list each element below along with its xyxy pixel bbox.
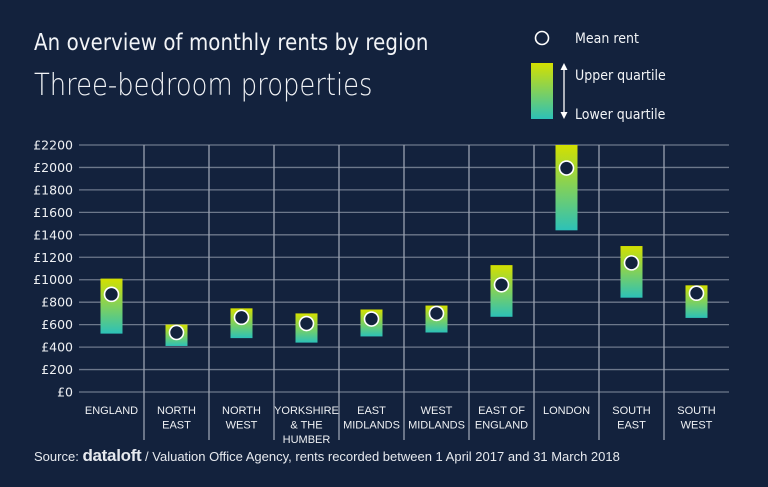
legend-label-upper: Upper quartile	[575, 68, 666, 84]
x-tick-label: SOUTH WEST	[677, 405, 716, 432]
x-tick-label-line: WEST	[226, 420, 258, 432]
x-tick-label-line: ENGLAND	[85, 405, 138, 417]
y-tick-label: £1600	[33, 205, 73, 220]
source-line: Source: dataloft / Valuation Office Agen…	[34, 446, 620, 466]
x-tick-label: EAST OF ENGLAND	[475, 405, 528, 432]
x-tick-label-line: YORKSHIRE	[274, 405, 339, 417]
y-tick-label: £1000	[33, 272, 73, 287]
x-tick-label-line: EAST	[162, 420, 191, 432]
x-tick-label-line: NORTH	[222, 405, 261, 417]
legend-quartile-bar	[531, 63, 553, 119]
x-tick-label: ENGLAND	[85, 405, 138, 417]
x-tick-label: SOUTH EAST	[612, 405, 651, 432]
x-tick-label-line: SOUTH	[612, 405, 651, 417]
legend	[531, 30, 568, 119]
bars	[100, 145, 708, 346]
quartile-bar	[555, 145, 578, 231]
x-tick-label-line: LONDON	[543, 405, 590, 417]
x-tick-label-line: WEST	[421, 405, 453, 417]
y-tick-label: £800	[41, 295, 73, 310]
mean-marker	[298, 315, 315, 332]
x-tick-label: YORKSHIRE & THE HUMBER	[274, 405, 339, 446]
mean-marker	[428, 305, 445, 322]
y-tick-label: £2000	[33, 160, 73, 175]
y-tick-label: £1400	[33, 227, 73, 242]
x-tick-label-line: ENGLAND	[475, 420, 528, 432]
y-axis-ticks: £0 £200 £400 £600 £800 £1000 £1200 £1400 £1600 £1…	[33, 138, 73, 400]
y-tick-label: £600	[41, 317, 73, 332]
x-axis-ticks: ENGLAND NORTH EAST NORTH WEST YORKSHIRE & THE H…	[85, 405, 716, 446]
x-tick-label: EAST MIDLANDS	[343, 405, 400, 432]
double-arrow-icon	[560, 63, 568, 119]
y-tick-label: £1200	[33, 250, 73, 265]
x-tick-label-line: & THE	[290, 420, 322, 432]
x-tick-label: WEST MIDLANDS	[408, 405, 465, 432]
chart-title: An overview of monthly rents by region	[34, 30, 429, 56]
x-tick-label: NORTH WEST	[222, 405, 261, 432]
dataloft-logo: dataloft	[82, 446, 142, 465]
source-text: / Valuation Office Agency, rents recorde…	[145, 449, 620, 464]
legend-mean-marker	[534, 30, 550, 46]
mean-marker	[623, 255, 640, 271]
x-tick-label-line: EAST	[357, 405, 386, 417]
x-tick-label-line: EAST	[617, 420, 646, 432]
mean-marker	[168, 324, 185, 341]
mean-marker	[493, 276, 510, 293]
x-tick-label: LONDON	[543, 405, 590, 417]
y-tick-label: £2200	[33, 138, 73, 153]
x-tick-label-line: EAST OF	[478, 405, 525, 417]
y-tick-label: £0	[57, 385, 73, 400]
x-tick-label-line: MIDLANDS	[408, 420, 465, 432]
x-tick-label-line: SOUTH	[677, 405, 716, 417]
mean-marker	[558, 160, 575, 176]
source-prefix: Source:	[34, 449, 79, 464]
legend-label-mean: Mean rent	[575, 31, 639, 47]
chart-subtitle: Three-bedroom properties	[34, 68, 373, 103]
x-tick-label-line: HUMBER	[283, 434, 331, 446]
x-tick-label-line: WEST	[681, 420, 713, 432]
x-tick-label-line: MIDLANDS	[343, 420, 400, 432]
mean-marker	[688, 285, 705, 302]
x-tick-label-line: NORTH	[157, 405, 196, 417]
mean-marker	[363, 311, 380, 327]
quartile-bar	[620, 246, 643, 298]
y-tick-label: £1800	[33, 182, 73, 197]
mean-marker	[103, 286, 120, 303]
grid	[79, 144, 729, 440]
mean-marker	[233, 309, 250, 326]
y-tick-label: £400	[41, 340, 73, 355]
y-tick-label: £200	[41, 362, 73, 377]
x-tick-label: NORTH EAST	[157, 405, 196, 432]
legend-label-lower: Lower quartile	[575, 107, 666, 123]
